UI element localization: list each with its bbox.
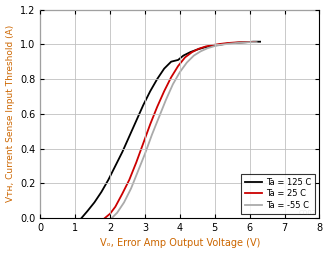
Ta = 25 C (169, 76, 173, 79)
Ta = 125 C (188, 51, 192, 54)
Ta = 25 C (120, 192, 124, 195)
Ta = 125 C (230, 42, 234, 45)
Ta = 25 C (176, 65, 180, 68)
Ta = -55 C (129, 187, 133, 190)
Ta = -55 C (220, 43, 224, 46)
Line: Ta = 125 C: Ta = 125 C (81, 42, 260, 218)
Ta = 125 C (169, 60, 173, 63)
Ta = 25 C (253, 41, 257, 44)
Ta = 125 C (99, 190, 103, 194)
Ta = 25 C (127, 178, 131, 181)
Ta = -55 C (178, 71, 182, 74)
Ta = 25 C (134, 161, 138, 164)
Legend: Ta = 125 C, Ta = 25 C, Ta = -55 C: Ta = 125 C, Ta = 25 C, Ta = -55 C (241, 173, 315, 214)
X-axis label: Vₒ, Error Amp Output Voltage (V): Vₒ, Error Amp Output Voltage (V) (100, 239, 260, 248)
Ta = 125 C (258, 40, 262, 43)
Ta = 125 C (209, 44, 213, 47)
Ta = 25 C (246, 41, 250, 44)
Ta = -55 C (241, 41, 245, 44)
Ta = 25 C (197, 47, 201, 50)
Ta = 125 C (127, 135, 131, 138)
Ta = 125 C (223, 42, 227, 45)
Ta = 125 C (86, 210, 90, 213)
Ta = -55 C (136, 170, 140, 173)
Ta = 25 C (148, 123, 152, 126)
Line: Ta = 25 C: Ta = 25 C (105, 42, 255, 218)
Text: C002: C002 (298, 210, 317, 216)
Ta = 125 C (106, 178, 110, 181)
Ta = 25 C (211, 43, 215, 46)
Ta = -55 C (199, 50, 203, 53)
Ta = -55 C (227, 42, 231, 45)
Ta = -55 C (248, 41, 252, 44)
Y-axis label: Vᴛʜ, Current Sense Input Threshold (A): Vᴛʜ, Current Sense Input Threshold (A) (6, 25, 14, 202)
Ta = -55 C (164, 98, 168, 101)
Ta = -55 C (192, 54, 196, 57)
Ta = 125 C (202, 46, 206, 49)
Ta = 125 C (176, 58, 180, 61)
Ta = 125 C (155, 77, 159, 81)
Ta = -55 C (110, 216, 114, 219)
Ta = 125 C (244, 41, 248, 44)
Ta = 25 C (108, 212, 112, 215)
Ta = -55 C (143, 152, 147, 155)
Ta = 25 C (239, 41, 243, 44)
Ta = -55 C (234, 42, 238, 45)
Ta = 25 C (113, 205, 117, 208)
Ta = 125 C (120, 150, 124, 153)
Ta = 125 C (195, 48, 199, 51)
Ta = 125 C (134, 119, 138, 122)
Ta = 25 C (218, 42, 222, 45)
Ta = 125 C (216, 43, 220, 46)
Ta = 25 C (162, 90, 166, 93)
Ta = 25 C (225, 42, 229, 45)
Ta = 25 C (141, 142, 145, 145)
Line: Ta = -55 C: Ta = -55 C (112, 42, 256, 218)
Ta = -55 C (157, 116, 161, 119)
Ta = 25 C (183, 56, 187, 59)
Ta = 125 C (92, 201, 96, 204)
Ta = 125 C (113, 164, 117, 167)
Ta = 25 C (232, 41, 236, 44)
Ta = 25 C (103, 216, 107, 219)
Ta = -55 C (122, 201, 126, 204)
Ta = -55 C (255, 41, 258, 44)
Ta = -55 C (115, 211, 119, 214)
Ta = -55 C (185, 61, 189, 64)
Ta = -55 C (150, 133, 154, 136)
Ta = -55 C (206, 46, 210, 50)
Ta = 125 C (141, 104, 145, 107)
Ta = 125 C (237, 41, 241, 44)
Ta = 125 C (79, 216, 83, 219)
Ta = 125 C (162, 67, 166, 70)
Ta = -55 C (171, 83, 175, 86)
Ta = 25 C (190, 51, 194, 54)
Ta = 125 C (148, 90, 152, 93)
Ta = 125 C (251, 40, 255, 43)
Ta = 25 C (155, 105, 159, 108)
Ta = 125 C (181, 54, 185, 57)
Ta = 25 C (204, 45, 208, 48)
Ta = -55 C (213, 44, 217, 47)
